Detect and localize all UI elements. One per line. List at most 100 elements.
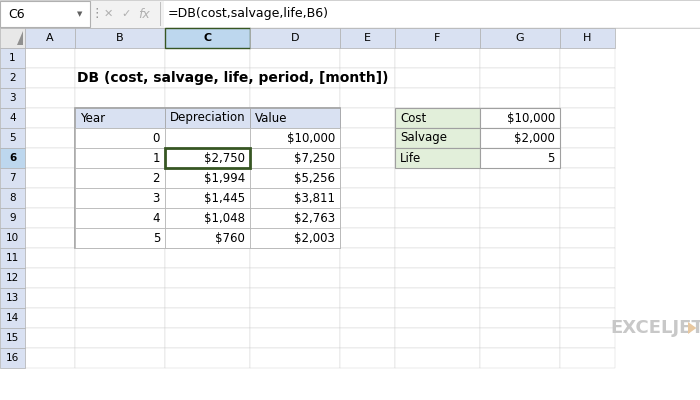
Bar xyxy=(75,128,165,148)
Bar xyxy=(165,208,250,228)
Bar xyxy=(395,288,480,308)
Bar xyxy=(25,148,75,168)
Text: =DB(cost,salvage,life,B6): =DB(cost,salvage,life,B6) xyxy=(168,8,329,20)
Text: Depreciation: Depreciation xyxy=(170,112,246,124)
Bar xyxy=(560,328,615,348)
Bar xyxy=(25,28,75,48)
Bar xyxy=(250,308,340,328)
Bar xyxy=(75,68,165,88)
Bar xyxy=(0,208,25,228)
Bar xyxy=(250,228,340,248)
Text: ⋮: ⋮ xyxy=(91,8,104,20)
Bar xyxy=(250,208,340,228)
Bar xyxy=(340,48,395,68)
Bar xyxy=(165,308,250,328)
Bar xyxy=(340,108,395,128)
Bar xyxy=(0,148,25,168)
Bar xyxy=(165,148,250,168)
Bar xyxy=(0,268,25,288)
Bar xyxy=(480,288,560,308)
Bar xyxy=(0,28,25,48)
Text: D: D xyxy=(290,33,300,43)
Text: G: G xyxy=(516,33,524,43)
Bar xyxy=(395,148,480,168)
Bar xyxy=(480,308,560,328)
Bar xyxy=(560,28,615,48)
Bar xyxy=(340,328,395,348)
Bar xyxy=(395,88,480,108)
Bar xyxy=(340,288,395,308)
Bar xyxy=(480,268,560,288)
Bar xyxy=(250,208,340,228)
Text: $1,048: $1,048 xyxy=(204,212,245,224)
Bar xyxy=(165,48,250,68)
Bar xyxy=(395,208,480,228)
Bar xyxy=(395,128,480,148)
Text: $7,250: $7,250 xyxy=(294,152,335,164)
Bar xyxy=(25,328,75,348)
Bar xyxy=(250,328,340,348)
Bar xyxy=(75,108,165,128)
Bar xyxy=(165,88,250,108)
Text: $5,256: $5,256 xyxy=(294,172,335,184)
Bar xyxy=(25,308,75,328)
Text: C: C xyxy=(204,33,211,43)
Text: fx: fx xyxy=(138,8,150,20)
Text: $2,763: $2,763 xyxy=(294,212,335,224)
Bar xyxy=(75,348,165,368)
Bar xyxy=(340,28,395,48)
Bar xyxy=(250,168,340,188)
Text: 13: 13 xyxy=(6,293,19,303)
Polygon shape xyxy=(17,31,23,45)
Bar xyxy=(75,328,165,348)
Bar xyxy=(250,248,340,268)
Bar xyxy=(395,68,480,88)
Text: EXCELJET: EXCELJET xyxy=(610,319,700,337)
Bar xyxy=(165,108,250,128)
Bar xyxy=(75,228,165,248)
Bar xyxy=(480,228,560,248)
Text: $1,994: $1,994 xyxy=(204,172,245,184)
Bar xyxy=(250,48,340,68)
Text: $1,445: $1,445 xyxy=(204,192,245,204)
Bar xyxy=(75,148,165,168)
Text: $10,000: $10,000 xyxy=(287,132,335,144)
Bar xyxy=(560,268,615,288)
Bar xyxy=(0,88,25,108)
Bar xyxy=(75,208,165,228)
Bar xyxy=(480,168,560,188)
Bar xyxy=(0,288,25,308)
Text: F: F xyxy=(434,33,441,43)
Bar xyxy=(480,128,560,148)
Bar xyxy=(75,48,165,68)
Text: 14: 14 xyxy=(6,313,19,323)
Bar xyxy=(75,228,165,248)
Bar xyxy=(340,68,395,88)
Text: DB (cost, salvage, life, period, [month]): DB (cost, salvage, life, period, [month]… xyxy=(77,71,389,85)
Bar xyxy=(25,88,75,108)
Text: 2: 2 xyxy=(153,172,160,184)
Bar xyxy=(560,308,615,328)
Text: A: A xyxy=(46,33,54,43)
Bar xyxy=(160,2,161,26)
Bar xyxy=(0,1,90,27)
Text: B: B xyxy=(116,33,124,43)
Bar xyxy=(0,308,25,328)
Bar xyxy=(560,168,615,188)
Bar xyxy=(165,148,250,168)
Text: 16: 16 xyxy=(6,353,19,363)
Bar xyxy=(480,128,560,148)
Bar xyxy=(165,108,250,128)
Bar xyxy=(395,228,480,248)
Bar xyxy=(340,268,395,288)
Text: 5: 5 xyxy=(9,133,16,143)
Bar xyxy=(560,208,615,228)
Text: 1: 1 xyxy=(9,53,16,63)
Bar xyxy=(395,108,480,128)
Text: Cost: Cost xyxy=(400,112,426,124)
Bar xyxy=(75,128,165,148)
Bar xyxy=(25,248,75,268)
Bar xyxy=(0,188,25,208)
Bar xyxy=(250,128,340,148)
Bar xyxy=(165,348,250,368)
